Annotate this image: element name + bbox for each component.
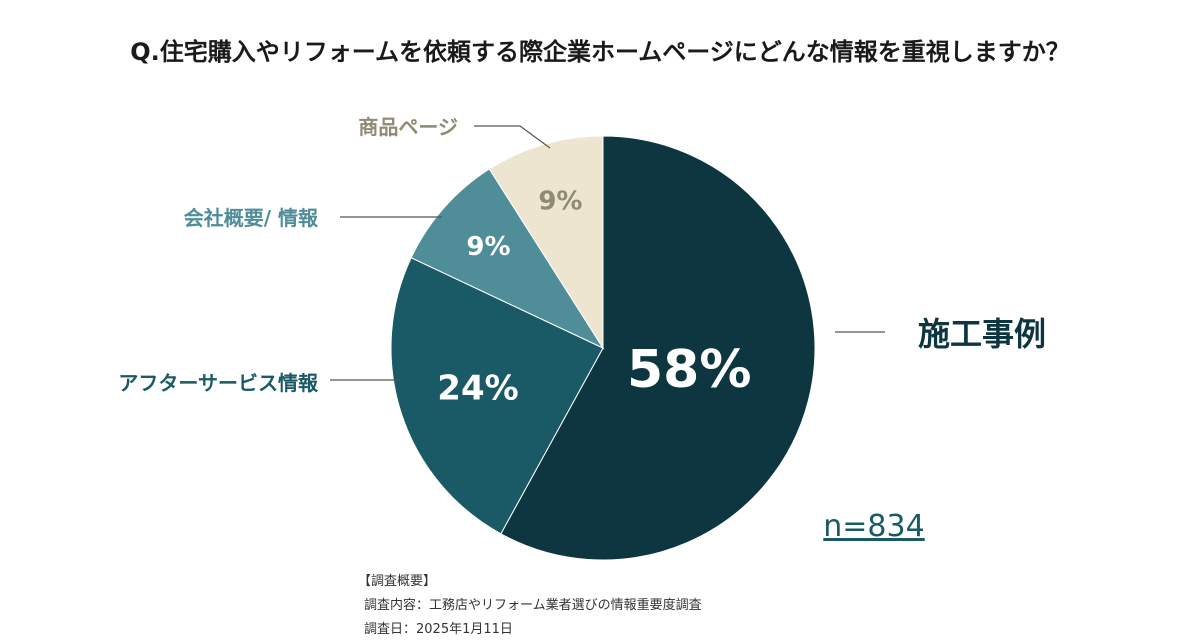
pie-slice-4 — [488, 135, 604, 350]
slice-value-label-1: 58% — [627, 340, 751, 400]
leader-line-4 — [474, 125, 551, 149]
slice-category-label-1: 施工事例 — [918, 315, 1046, 353]
slice-value-labels: 58% 24% 9% 9% — [437, 186, 751, 408]
pie-slice-1 — [500, 135, 816, 561]
survey-content: 調査内容：工務店やリフォーム業者選びの情報重要度調査 — [364, 598, 702, 613]
survey-heading: 【調査概要】 — [358, 574, 437, 589]
slice-category-label-4: 商品ページ — [358, 115, 458, 139]
chart-title: Q.住宅購入やリフォームを依頼する際企業ホームページにどんな情報を重視しますか？ — [130, 38, 1070, 66]
slice-value-label-3: 9% — [466, 232, 510, 262]
slice-category-label-2: アフターサービス情報 — [118, 371, 319, 395]
pie-slice-2 — [390, 257, 604, 535]
pie-slice-3 — [410, 168, 605, 350]
slice-value-label-4: 9% — [538, 186, 582, 216]
slice-value-label-2: 24% — [437, 369, 518, 409]
leader-lines — [330, 125, 885, 381]
survey-date: 調査日：2025年1月11日 — [364, 622, 513, 637]
survey-summary: 【調査概要】 調査内容：工務店やリフォーム業者選びの情報重要度調査 調査日：20… — [358, 570, 702, 642]
pie-chart: Q.住宅購入やリフォームを依頼する際企業ホームページにどんな情報を重視しますか？… — [118, 38, 1070, 561]
sample-size-label: n=834 — [823, 509, 924, 544]
slice-category-label-3: 会社概要/ 情報 — [184, 206, 319, 230]
pie-slices — [390, 135, 816, 561]
